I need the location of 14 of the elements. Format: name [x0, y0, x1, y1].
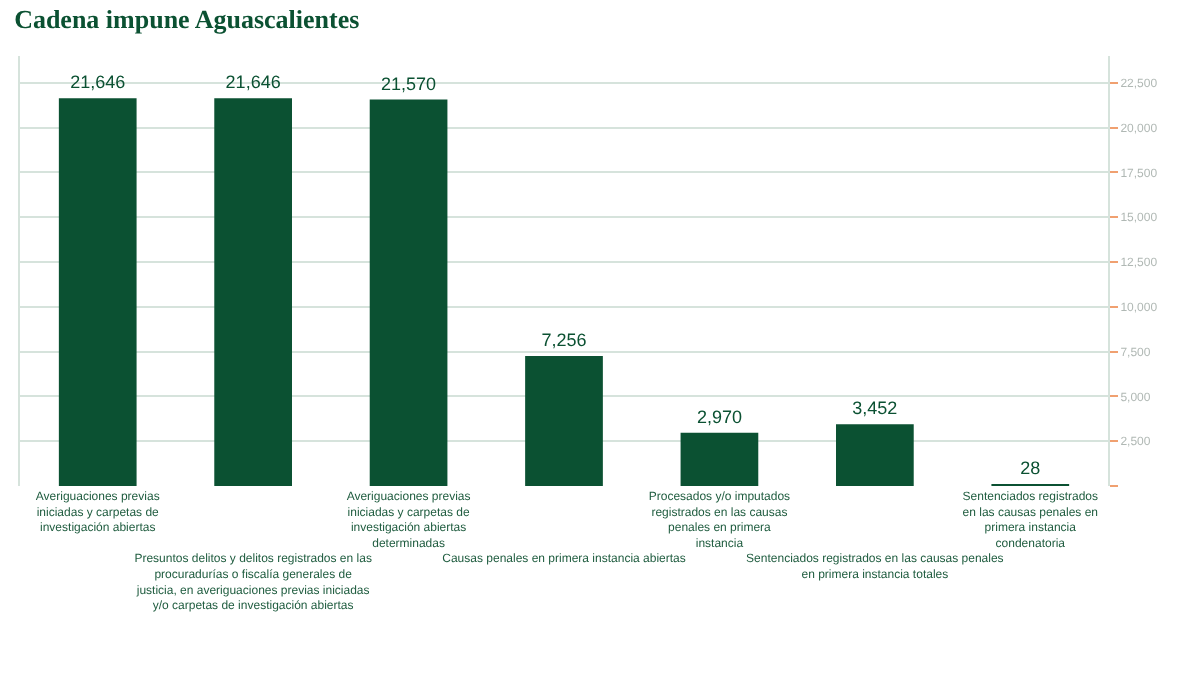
data-label: 28: [1020, 458, 1041, 478]
bar: [836, 424, 914, 486]
data-label: 21,570: [381, 73, 437, 94]
bar: [525, 356, 603, 486]
bar: [214, 98, 292, 486]
data-label: 21,646: [225, 72, 281, 93]
bar: [680, 432, 759, 486]
bar: [58, 98, 137, 486]
data-label: 2,970: [696, 406, 742, 427]
data-label: 7,256: [541, 330, 587, 350]
data-label: 21,646: [70, 72, 126, 93]
data-label: 3,452: [852, 398, 898, 419]
chart-title: Cadena impune Aguascalientes: [14, 4, 360, 35]
bar: [369, 99, 448, 486]
